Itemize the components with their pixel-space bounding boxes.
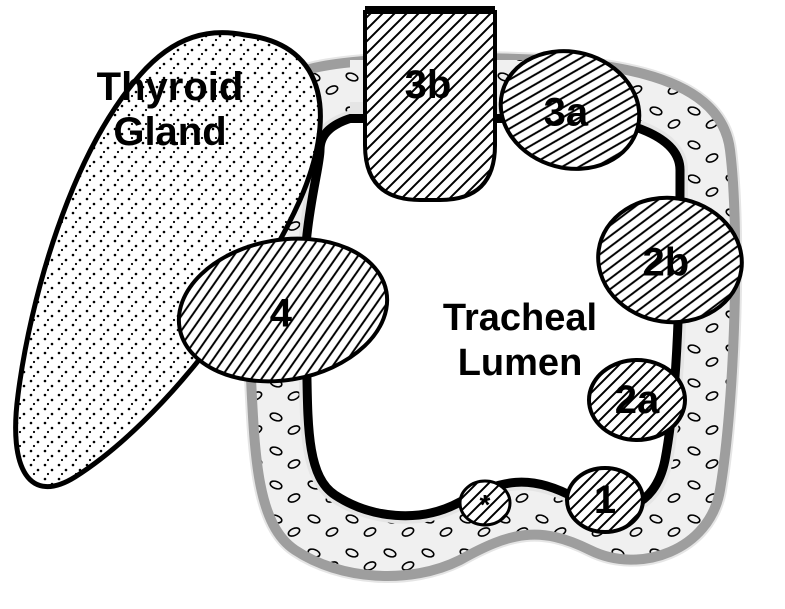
node-label-n2b: 2b: [642, 241, 689, 285]
thyroid-label-1: Thyroid: [97, 65, 244, 109]
node-n3b: 3b: [365, 10, 495, 200]
node-label-n4: 4: [270, 292, 293, 336]
node-label-n1: 1: [594, 478, 616, 522]
node-n2a: 2a: [589, 360, 685, 440]
node-ast: *: [460, 481, 510, 525]
node-n1: 1: [567, 468, 643, 532]
tracheal-label-1: Tracheal: [443, 297, 597, 339]
node-label-n3b: 3b: [405, 63, 452, 107]
tracheal-label-2: Lumen: [458, 342, 583, 384]
node-label-n3a: 3a: [544, 90, 589, 134]
node-label-ast: *: [480, 489, 491, 520]
node-label-n2a: 2a: [615, 378, 660, 422]
thyroid-label-2: Gland: [113, 110, 226, 154]
